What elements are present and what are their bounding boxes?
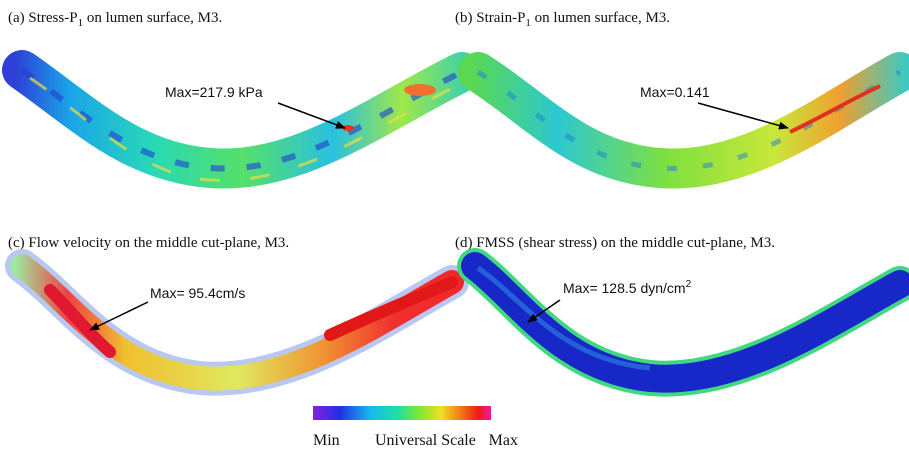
annotation: Max= 95.4cm/s [150,285,245,301]
hotspot [789,84,881,134]
text-part: (d) FMSS (shear stress) on the middle cu… [455,235,775,251]
colorbar-min: Min [313,432,340,449]
texture [20,67,464,172]
text-part: on lumen surface, M3. [531,10,670,26]
text-part: 1 [78,17,84,29]
colorbar-max: Max [489,432,518,449]
vessel [461,252,909,393]
colorbar-title: Universal Scale [375,432,476,449]
arrow [527,299,561,323]
arrow [697,102,789,130]
text-part: 2 [686,279,692,290]
text-part: (a) Stress-P [8,10,78,26]
texture [476,265,651,371]
caption: (c) Flow velocity on the middle cut-plan… [8,235,289,251]
text-part: Max=217.9 kPa [165,84,263,100]
text-part: on lumen surface, M3. [83,10,222,26]
colorbar: Min Universal Scale Max [313,406,518,449]
caption: (d) FMSS (shear stress) on the middle cu… [455,235,775,251]
caption: (b) Strain-P1 on lumen surface, M3. [455,10,670,29]
panel-b: (b) Strain-P1 on lumen surface, M3. Max=… [455,10,909,189]
colorbar-gradient [313,406,491,420]
caption: (a) Stress-P1 on lumen surface, M3. [8,10,222,29]
text-part: Max=0.141 [640,84,710,100]
annotation: Max=0.141 [640,84,710,100]
hotspot [404,84,436,96]
text-part: Max= 128.5 dyn/cm [563,280,686,296]
text-part: (b) Strain-P [455,10,525,26]
annotation: Max= 128.5 dyn/cm2 [563,279,692,296]
text-part: 1 [525,17,531,29]
text-part: Max= 95.4cm/s [150,285,245,301]
texture [29,76,461,182]
arrow [89,301,149,331]
annotation: Max=217.9 kPa [165,84,263,100]
hotspot [324,276,458,341]
panel-d: (d) FMSS (shear stress) on the middle cu… [455,235,909,397]
panel-c: (c) Flow velocity on the middle cut-plan… [5,235,469,396]
panel-a: (a) Stress-P1 on lumen surface, M3. Max=… [2,10,482,189]
arrow [277,102,346,129]
hotspot [44,284,116,358]
text-part: (c) Flow velocity on the middle cut-plan… [8,235,289,251]
